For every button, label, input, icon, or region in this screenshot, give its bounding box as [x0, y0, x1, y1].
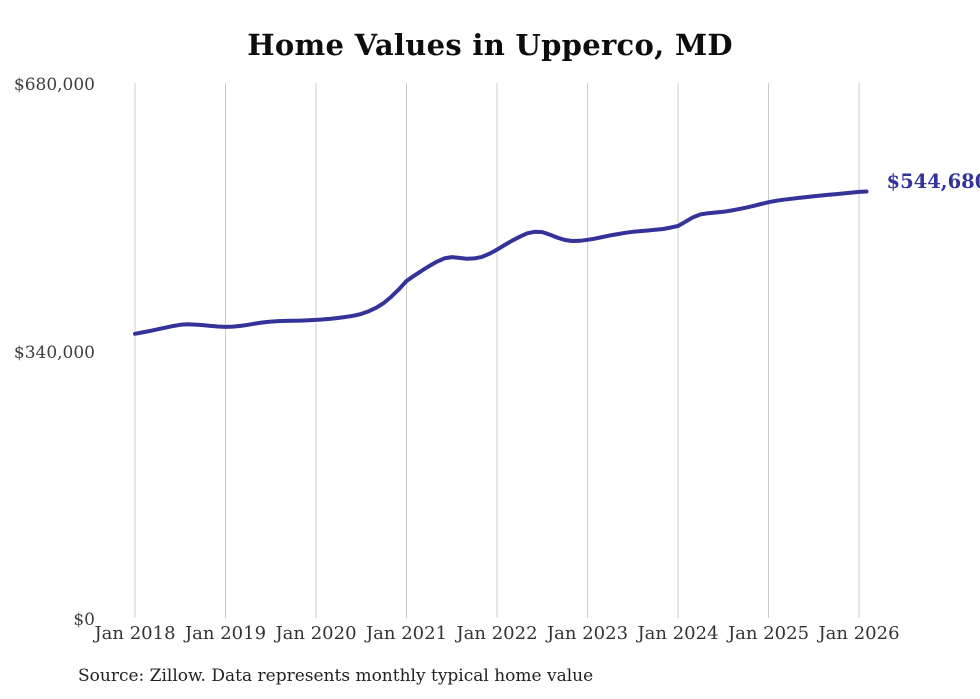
x-axis-tick-label: Jan 2019 [184, 623, 267, 644]
y-axis-tick-label: $0 [73, 610, 95, 630]
x-axis-tick-label: Jan 2026 [818, 623, 900, 644]
x-axis-tick-label: Jan 2023 [546, 623, 629, 644]
x-axis-tick-label: Jan 2022 [456, 623, 538, 644]
chart-title: Home Values in Upperco, MD [247, 28, 733, 62]
x-axis-tick-label: Jan 2020 [275, 623, 357, 644]
source-note: Source: Zillow. Data represents monthly … [78, 666, 594, 686]
x-axis-tick-label: Jan 2024 [637, 623, 719, 644]
value-line [133, 189, 869, 336]
end-value-label: $544,680 [886, 170, 980, 194]
x-axis-tick-label: Jan 2021 [365, 623, 448, 644]
y-axis-tick-label: $340,000 [13, 342, 95, 363]
y-axis-tick-label: $680,000 [13, 75, 95, 95]
x-axis-tick-label: Jan 2025 [727, 623, 810, 644]
x-axis-tick-label: Jan 2018 [94, 623, 176, 644]
